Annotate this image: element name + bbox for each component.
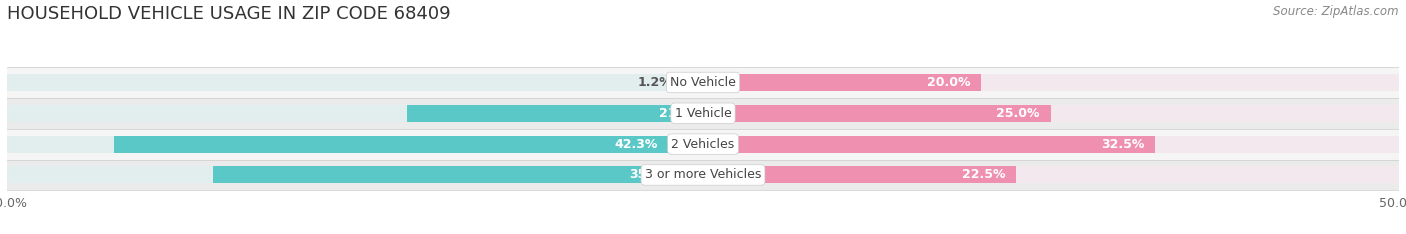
Text: 3 or more Vehicles: 3 or more Vehicles <box>645 168 761 181</box>
Bar <box>703 105 1052 122</box>
Text: 21.3%: 21.3% <box>658 107 702 120</box>
Text: Source: ZipAtlas.com: Source: ZipAtlas.com <box>1274 5 1399 18</box>
Bar <box>406 105 703 122</box>
Text: 2 Vehicles: 2 Vehicles <box>672 138 734 151</box>
Text: 42.3%: 42.3% <box>614 138 658 151</box>
Bar <box>214 166 703 183</box>
Bar <box>703 74 981 91</box>
Bar <box>703 136 1399 153</box>
Bar <box>7 160 1399 190</box>
Bar <box>703 166 1017 183</box>
Bar <box>7 136 703 153</box>
Bar <box>686 74 703 91</box>
Text: 25.0%: 25.0% <box>997 107 1040 120</box>
Bar <box>7 166 703 183</box>
Text: HOUSEHOLD VEHICLE USAGE IN ZIP CODE 68409: HOUSEHOLD VEHICLE USAGE IN ZIP CODE 6840… <box>7 5 451 23</box>
Bar <box>703 105 1399 122</box>
Text: No Vehicle: No Vehicle <box>671 76 735 89</box>
Bar <box>7 74 703 91</box>
Bar <box>703 136 1156 153</box>
Bar <box>7 105 703 122</box>
Bar <box>7 98 1399 129</box>
Bar <box>7 67 1399 98</box>
Text: 20.0%: 20.0% <box>927 76 970 89</box>
Text: 1 Vehicle: 1 Vehicle <box>675 107 731 120</box>
Bar <box>703 166 1399 183</box>
Text: 32.5%: 32.5% <box>1101 138 1144 151</box>
Bar <box>7 129 1399 160</box>
Text: 35.2%: 35.2% <box>630 168 673 181</box>
Bar <box>703 74 1399 91</box>
Text: 22.5%: 22.5% <box>962 168 1005 181</box>
Bar <box>114 136 703 153</box>
Text: 1.2%: 1.2% <box>638 76 672 89</box>
